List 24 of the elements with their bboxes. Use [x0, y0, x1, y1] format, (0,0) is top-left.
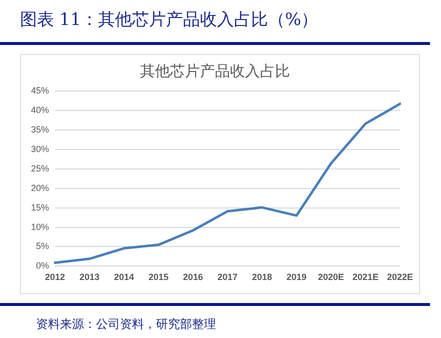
y-tick-label: 20% [31, 182, 50, 193]
x-tick-label: 2022E [386, 272, 414, 282]
y-tick-label: 10% [31, 222, 50, 232]
y-tick-label: 25% [31, 163, 50, 174]
y-tick-label: 0% [36, 260, 50, 271]
y-tick-label: 45% [31, 85, 50, 96]
x-tick-label: 2012 [45, 272, 66, 282]
text: 资料来源：公司资料，研究部整理 [36, 316, 216, 333]
y-tick-label: 5% [36, 241, 50, 252]
x-tick-label: 2020E [318, 272, 344, 282]
x-tick-label: 2021E [352, 272, 379, 282]
y-tick-label: 30% [31, 144, 50, 154]
y-tick-label: 15% [31, 202, 50, 212]
y-tick-label: 35% [31, 124, 50, 134]
x-tick-label: 2019 [286, 272, 307, 282]
y-tick-label: 40% [31, 104, 50, 115]
chart-title: 图表 11：其他芯片产品收入占比（%） [20, 9, 318, 31]
x-tick-label: 2013 [79, 272, 100, 282]
chart-subtitle: 其他芯片产品收入占比 [140, 62, 290, 80]
x-tick-label: 2016 [182, 272, 204, 282]
x-tick-label: 2014 [114, 272, 134, 282]
x-tick-label: 2017 [217, 272, 238, 282]
x-tick-label: 2015 [148, 272, 169, 282]
x-tick-label: 2018 [252, 272, 272, 282]
